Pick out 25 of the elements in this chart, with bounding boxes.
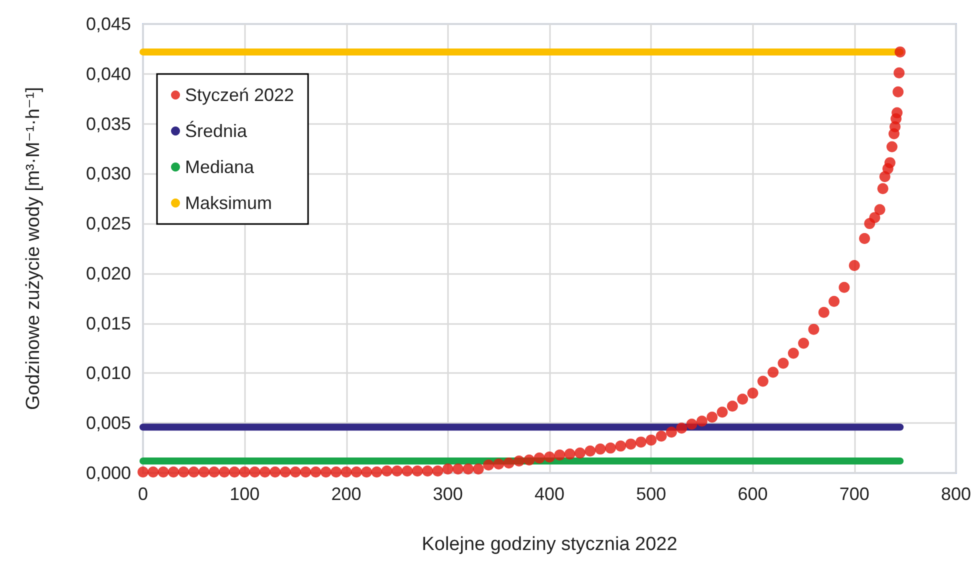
x-axis-title: Kolejne godziny stycznia 2022 bbox=[422, 534, 678, 555]
x-tick-label: 400 bbox=[534, 484, 565, 504]
y-tick-label: 0,030 bbox=[86, 164, 131, 184]
legend-label: Średnia bbox=[185, 120, 248, 141]
y-tick-label: 0,010 bbox=[86, 363, 131, 384]
legend-label: Styczeń 2022 bbox=[185, 85, 294, 105]
y-tick-label: 0,015 bbox=[86, 313, 131, 334]
y-tick-label: 0,000 bbox=[86, 463, 131, 483]
y-tick-label: 0,005 bbox=[86, 413, 131, 434]
x-tick-label: 100 bbox=[230, 484, 260, 504]
x-tick-label: 600 bbox=[738, 484, 768, 504]
x-tick-label: 800 bbox=[940, 484, 972, 504]
x-tick-label: 200 bbox=[331, 484, 362, 504]
y-axis-title: Godzinowe zużycie wody [m³·M⁻¹·h⁻¹] bbox=[23, 86, 44, 410]
legend-label: Maksimum bbox=[185, 193, 272, 213]
x-tick-label: 500 bbox=[636, 484, 666, 504]
x-tick-label: 0 bbox=[138, 484, 148, 504]
y-tick-label: 0,045 bbox=[86, 14, 131, 34]
y-tick-label: 0,040 bbox=[86, 64, 131, 84]
y-tick-label: 0,020 bbox=[86, 263, 131, 284]
x-tick-label: 700 bbox=[839, 484, 870, 504]
x-tick-label: 300 bbox=[432, 484, 463, 504]
y-tick-label: 0,035 bbox=[86, 114, 131, 134]
legend-label: Mediana bbox=[185, 157, 256, 177]
y-tick-label: 0,025 bbox=[86, 214, 131, 234]
